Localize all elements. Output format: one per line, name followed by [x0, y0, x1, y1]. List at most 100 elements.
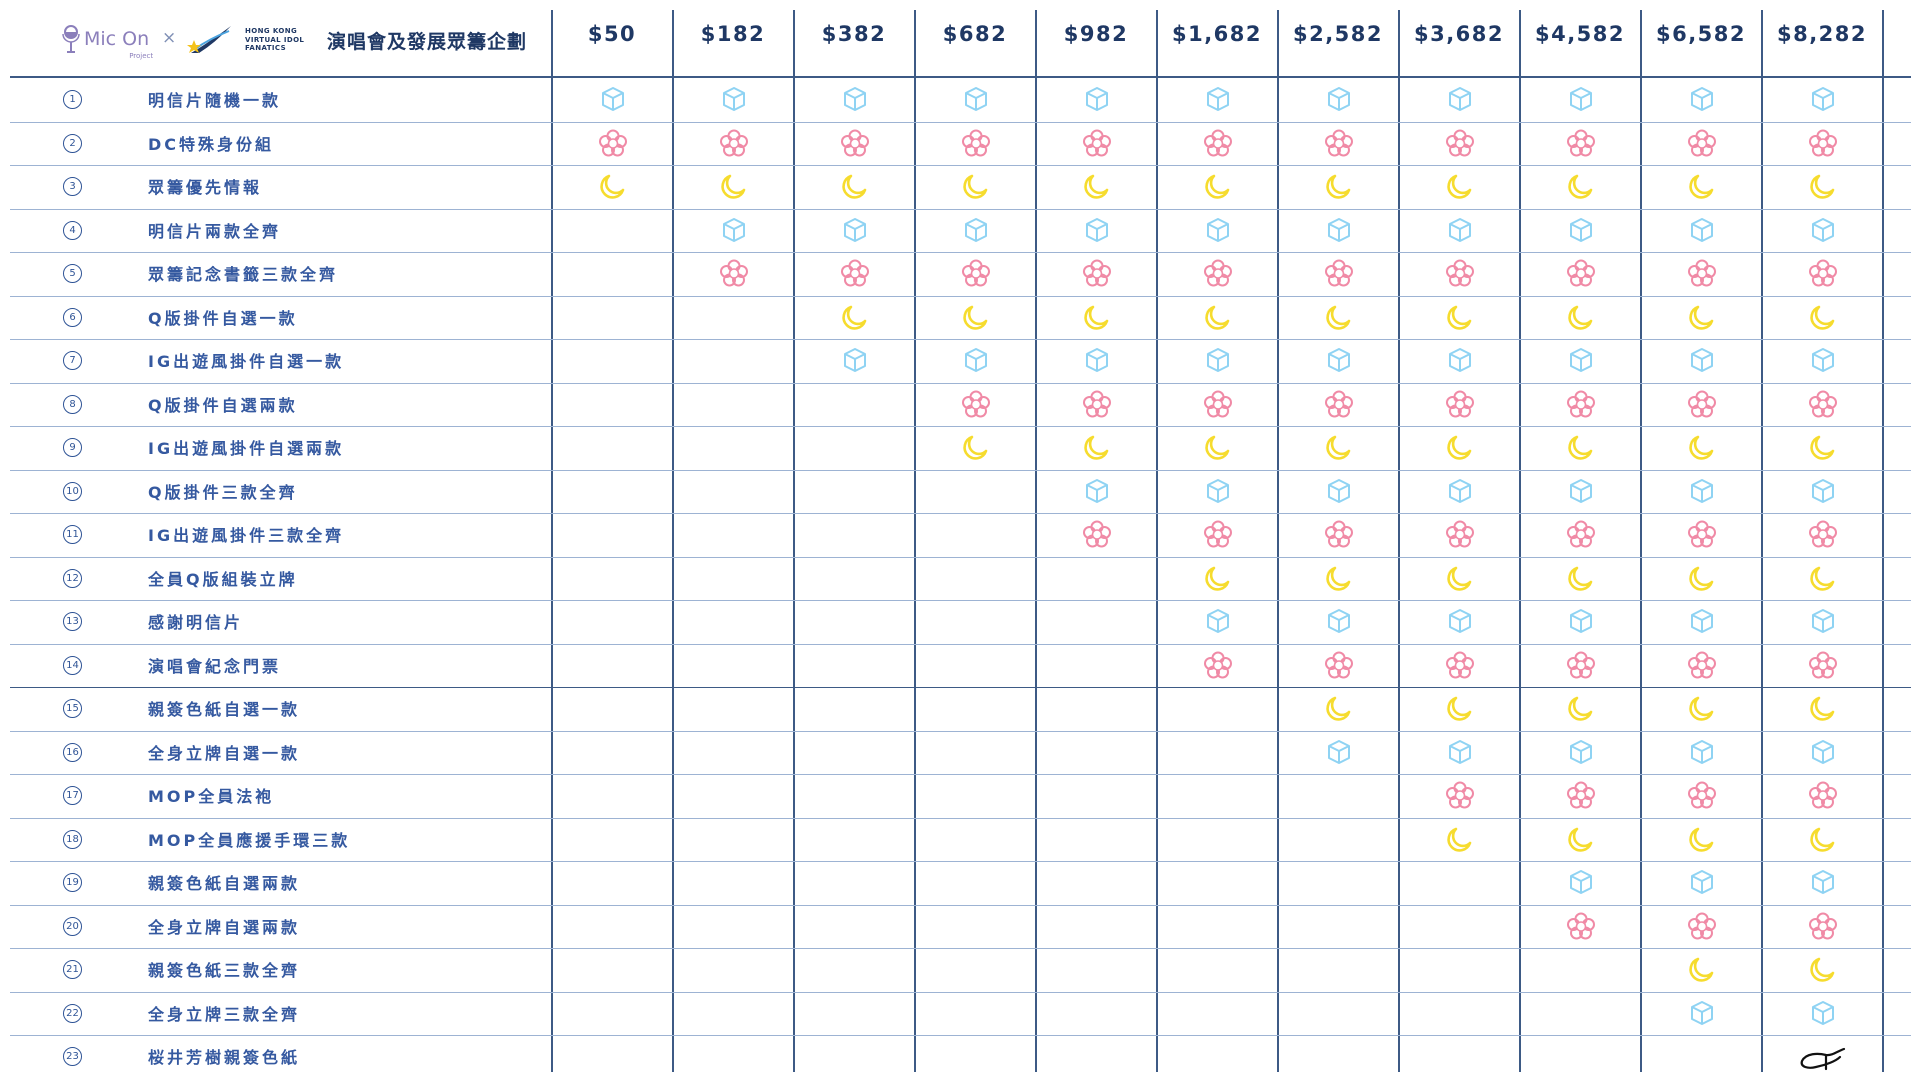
flower-icon — [1808, 650, 1838, 680]
table-row: 19 親簽色紙自選兩款 — [0, 861, 1920, 905]
cube-icon — [1445, 737, 1475, 767]
header-divider — [10, 76, 1911, 78]
cube-icon — [1324, 345, 1354, 375]
cube-icon — [1203, 84, 1233, 114]
moon-icon — [1808, 824, 1838, 854]
moon-icon — [1687, 432, 1717, 462]
column-divider — [1882, 10, 1884, 1072]
cube-icon — [840, 215, 870, 245]
table-row: 14 演唱會紀念門票 — [0, 644, 1920, 688]
flower-icon — [961, 389, 991, 419]
column-divider — [1640, 10, 1642, 1072]
reward-label: 演唱會紀念門票 — [148, 656, 282, 676]
flower-icon — [840, 128, 870, 158]
cube-icon — [1324, 737, 1354, 767]
table-row: 10 Q版掛件三款全齊 — [0, 470, 1920, 514]
flower-icon — [1082, 389, 1112, 419]
cube-icon — [1687, 215, 1717, 245]
flower-icon — [1566, 650, 1596, 680]
column-divider — [1156, 10, 1158, 1072]
row-divider — [10, 165, 1911, 166]
reward-label: 全員Q版組裝立牌 — [148, 569, 298, 589]
row-divider — [10, 730, 1911, 732]
table-header-logos: Mic On Project × HONG KONG VIRTUAL IDOL F… — [60, 18, 550, 63]
row-number: 6 — [63, 307, 82, 327]
flower-icon — [1203, 389, 1233, 419]
page-title: 演唱會及發展眾籌企劃 — [327, 31, 528, 53]
flower-icon — [1203, 519, 1233, 549]
table-row: 8 Q版掛件自選兩款 — [0, 383, 1920, 427]
partner-line: VIRTUAL IDOL — [245, 35, 305, 44]
row-number: 5 — [63, 264, 82, 283]
reward-label: 全身立牌自選兩款 — [148, 917, 301, 937]
reward-label: 親簽色紙三款全齊 — [148, 961, 301, 980]
cube-icon — [1082, 215, 1112, 245]
table-row: 20 全身立牌自選兩款 — [0, 905, 1920, 949]
row-divider — [10, 991, 1911, 993]
flower-icon — [1566, 258, 1596, 288]
column-divider — [914, 10, 916, 1072]
cube-icon — [1324, 84, 1354, 114]
cube-icon — [1445, 476, 1475, 506]
reward-label: MOP全員應援手環三款 — [148, 830, 351, 850]
row-divider — [10, 774, 1911, 775]
cube-icon — [1808, 998, 1838, 1028]
moon-icon — [1445, 171, 1475, 201]
row-number: 9 — [63, 438, 82, 457]
reward-label: IG出遊風掛件自選兩款 — [148, 439, 345, 458]
reward-label: IG出遊風掛件三款全齊 — [148, 526, 345, 545]
flower-icon — [1808, 911, 1838, 941]
row-divider — [10, 469, 1911, 471]
moon-icon — [1445, 432, 1475, 462]
cube-icon — [1445, 345, 1475, 375]
flower-icon — [1203, 258, 1233, 288]
flower-icon — [1808, 258, 1838, 288]
cube-icon — [1687, 476, 1717, 506]
row-number: 1 — [63, 90, 82, 109]
moon-icon — [1445, 824, 1475, 854]
flower-icon — [1082, 519, 1112, 549]
reward-label: MOP全員法袍 — [148, 787, 275, 806]
flower-icon — [1324, 519, 1354, 549]
cube-icon — [598, 84, 628, 114]
row-number: 19 — [63, 873, 82, 892]
cube-icon — [1808, 606, 1838, 636]
collab-separator: × — [162, 28, 177, 48]
tier-price-header: $682 — [942, 22, 1008, 46]
flower-icon — [1082, 128, 1112, 158]
cube-icon — [1566, 606, 1596, 636]
flower-icon — [1445, 128, 1475, 158]
cube-icon — [1566, 345, 1596, 375]
cube-icon — [719, 84, 749, 114]
flower-icon — [840, 258, 870, 288]
cube-icon — [1203, 215, 1233, 245]
flower-icon — [1445, 389, 1475, 419]
table-row: 4 明信片兩款全齊 — [0, 209, 1920, 253]
row-divider — [10, 643, 1911, 645]
moon-icon — [1566, 432, 1596, 462]
column-divider — [551, 10, 553, 1072]
table-row: 15 親簽色紙自選一款 — [0, 687, 1920, 731]
flower-icon — [1324, 258, 1354, 288]
column-divider — [1398, 10, 1400, 1072]
row-number: 14 — [63, 655, 82, 675]
cube-icon — [1203, 606, 1233, 636]
row-number: 21 — [63, 960, 82, 979]
moon-icon — [1808, 302, 1838, 332]
moon-icon — [1687, 171, 1717, 201]
table-row: 1 明信片隨機一款 — [0, 78, 1920, 122]
tier-price-header: $2,582 — [1292, 22, 1384, 46]
flower-icon — [1687, 650, 1717, 680]
row-number: 20 — [63, 916, 82, 936]
cube-icon — [1203, 476, 1233, 506]
row-divider — [10, 904, 1911, 906]
moon-icon — [719, 171, 749, 201]
cube-icon — [1082, 345, 1112, 375]
reward-label: DC特殊身份組 — [148, 134, 275, 154]
moon-icon — [1324, 171, 1354, 201]
cube-icon — [1808, 215, 1838, 245]
flower-icon — [1566, 389, 1596, 419]
flower-icon — [961, 258, 991, 288]
moon-icon — [1445, 563, 1475, 593]
cube-icon — [1687, 345, 1717, 375]
